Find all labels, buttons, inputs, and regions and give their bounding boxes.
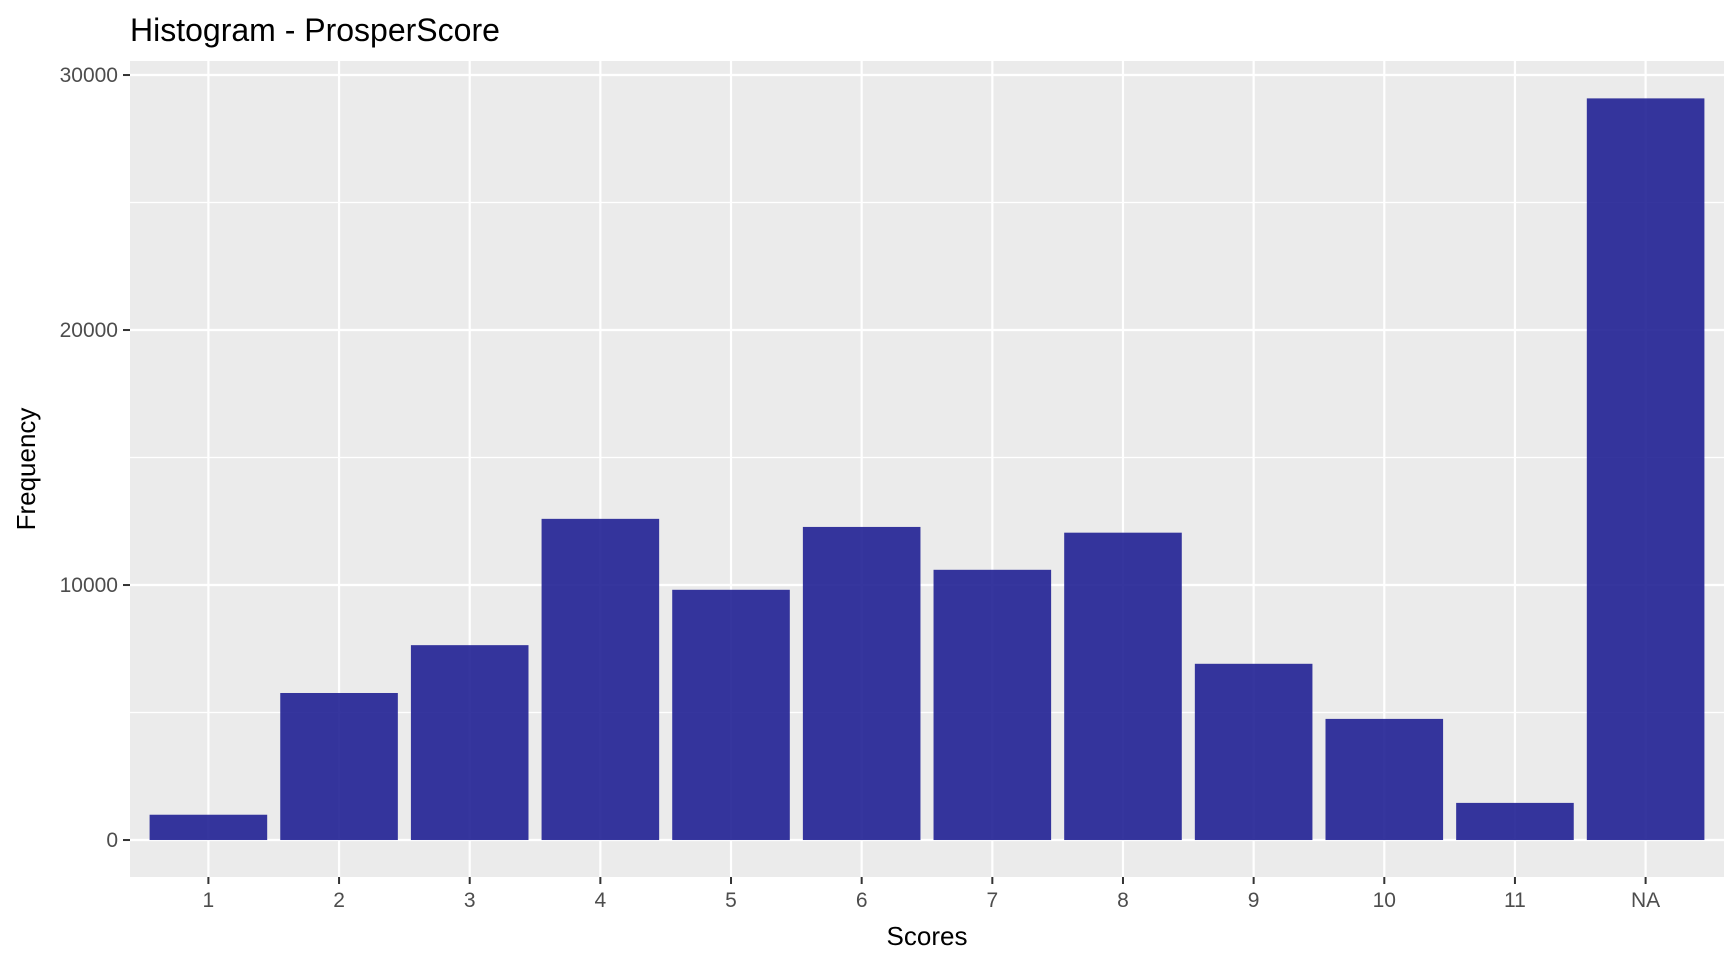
bar-1	[149, 814, 268, 841]
x-tick-label: 7	[986, 889, 998, 912]
chart-title: Histogram - ProsperScore	[130, 12, 500, 48]
bar-11	[1456, 802, 1574, 841]
y-tick-label: 30000	[60, 64, 118, 87]
bar-9	[1194, 663, 1313, 841]
axes: 0 10000 20000 30000 1 2 3 4 5 6 7 8 9 10 11 NA	[60, 64, 1661, 912]
y-tick-label: 20000	[60, 319, 118, 342]
bars	[149, 98, 1705, 841]
bar-2	[280, 692, 398, 841]
x-tick-label: 9	[1248, 889, 1260, 912]
x-tick-label: 4	[595, 889, 607, 912]
x-axis-title: Scores	[887, 921, 968, 951]
bar-8	[1064, 532, 1182, 841]
bar-4	[541, 518, 660, 841]
y-tick-label: 0	[106, 829, 118, 852]
bar-6	[802, 526, 921, 841]
bar-5	[672, 589, 790, 841]
bar-NA	[1586, 98, 1705, 841]
y-tick-label: 10000	[60, 574, 118, 597]
bar-10	[1325, 718, 1444, 841]
x-tick-label: NA	[1631, 889, 1660, 912]
y-axis-title: Frequency	[11, 408, 41, 531]
x-tick-label: 1	[203, 889, 215, 912]
x-tick-label: 5	[725, 889, 737, 912]
x-tick-label: 3	[464, 889, 476, 912]
x-tick-label: 6	[856, 889, 868, 912]
bar-7	[933, 569, 1052, 841]
x-tick-label: 10	[1373, 889, 1396, 912]
x-tick-label: 2	[333, 889, 345, 912]
x-tick-label: 8	[1117, 889, 1129, 912]
x-tick-label: 11	[1504, 889, 1526, 912]
bar-3	[410, 645, 529, 841]
